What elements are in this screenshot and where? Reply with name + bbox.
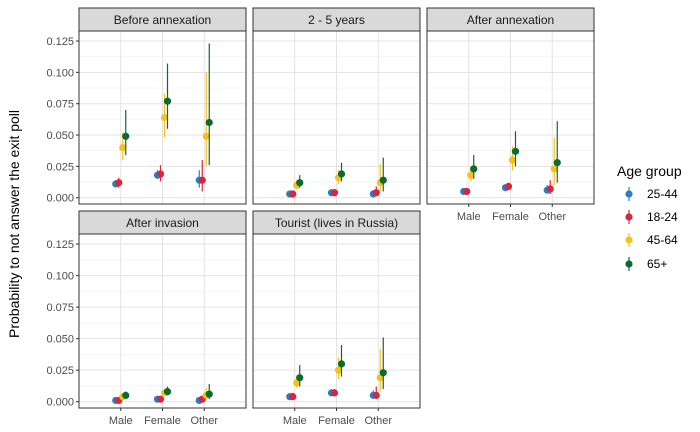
data-point (372, 189, 380, 197)
y-tick-label: 0.075 (46, 99, 74, 111)
data-point (160, 113, 169, 122)
legend-entry: 65+ (625, 257, 667, 271)
series-65+ (122, 384, 213, 400)
data-point (337, 360, 346, 368)
series-65+ (296, 157, 387, 192)
data-point (553, 159, 561, 167)
data-point (550, 165, 558, 173)
data-point (296, 179, 304, 187)
legend-key-point (625, 190, 633, 198)
data-point (202, 132, 210, 140)
legend-label: 45-64 (647, 233, 678, 247)
x-tick-label: Other (538, 211, 566, 223)
panel-title: Before annexation (114, 13, 211, 27)
panels: Before annexation 2 - 5 years After annexa… (78, 7, 595, 409)
y-tick-label: 0.000 (46, 397, 74, 409)
legend-entry: 25-44 (625, 187, 678, 201)
panel-border (252, 30, 421, 205)
panel-title: After annexation (467, 13, 554, 27)
series-18-24 (289, 386, 380, 401)
x-tick-label: Female (318, 415, 355, 427)
y-tick-label: 0.025 (46, 365, 74, 377)
x-tick-label: Female (492, 211, 529, 223)
x-tick-label: Other (190, 415, 218, 427)
x-tick-label: Male (457, 211, 481, 223)
data-point (205, 390, 213, 398)
series-45-64 (293, 163, 384, 192)
data-point (463, 187, 471, 196)
data-point (334, 366, 343, 374)
y-tick-label: 0.100 (46, 271, 74, 283)
data-point (508, 156, 517, 164)
series-18-24 (289, 186, 380, 198)
data-point (156, 170, 165, 178)
data-point (205, 118, 213, 127)
data-point (115, 179, 123, 187)
legend-label: 18-24 (647, 210, 678, 224)
data-point (470, 165, 478, 173)
legend-key-point (625, 236, 633, 244)
panel-1: 2 - 5 years (252, 7, 421, 205)
y-tick-label: 0.125 (46, 36, 74, 48)
data-point (296, 374, 304, 382)
legend-label: 65+ (647, 257, 667, 271)
data-point (330, 389, 339, 397)
series-65+ (122, 43, 213, 166)
x-tick-label: Female (144, 415, 181, 427)
data-point (546, 185, 554, 193)
data-point (379, 176, 387, 184)
data-point (372, 391, 380, 399)
y-axis-label: Probability to not answer the exit poll (6, 110, 22, 338)
x-tick-label: Male (109, 415, 133, 427)
data-point (330, 189, 339, 197)
series-65+ (470, 121, 561, 183)
data-point (511, 147, 520, 155)
x-tick-label: Other (364, 415, 392, 427)
data-point (163, 388, 172, 396)
panel-title: 2 - 5 years (308, 13, 365, 27)
data-point (163, 97, 172, 105)
x-tick-label: Male (283, 415, 307, 427)
data-point (122, 391, 130, 399)
y-tick-label: 0.050 (46, 334, 74, 346)
data-point (504, 182, 513, 191)
y-tick-label: 0.075 (46, 302, 74, 314)
data-point (289, 393, 297, 401)
data-point (156, 395, 165, 403)
panel-4: Tourist (lives in Russia) (252, 210, 421, 409)
legend-key-point (625, 260, 633, 268)
y-tick-label: 0.050 (46, 130, 74, 142)
axes: 0.000 0.025 0.050 0.075 0.100 0.125 0.000 0.025… (46, 36, 566, 427)
panel-title: After invasion (126, 216, 199, 230)
data-point (379, 369, 387, 377)
series-65+ (296, 337, 387, 390)
data-point (289, 190, 297, 198)
legend: Age group 25-44 18-24 45-64 65+ (617, 163, 682, 271)
legend-key-point (625, 213, 633, 221)
panel-border (78, 30, 247, 205)
y-tick-label: 0.125 (46, 239, 74, 251)
panel-0: Before annexation (78, 7, 247, 205)
series-18-24 (463, 180, 554, 196)
data-point (198, 176, 206, 184)
legend-title: Age group (617, 163, 682, 179)
panel-title: Tourist (lives in Russia) (275, 216, 398, 230)
y-tick-label: 0.100 (46, 67, 74, 79)
legend-label: 25-44 (647, 187, 678, 201)
y-tick-label: 0.025 (46, 161, 74, 173)
data-point (122, 132, 130, 140)
data-point (467, 171, 475, 179)
panel-2: After annexation (426, 7, 595, 205)
series-18-24 (115, 160, 206, 192)
legend-entry: 18-24 (625, 210, 678, 224)
legend-entry: 45-64 (625, 233, 678, 247)
data-point (119, 143, 127, 152)
panel-3: After invasion (78, 210, 247, 409)
y-tick-label: 0.000 (46, 193, 74, 205)
data-point (337, 170, 346, 178)
